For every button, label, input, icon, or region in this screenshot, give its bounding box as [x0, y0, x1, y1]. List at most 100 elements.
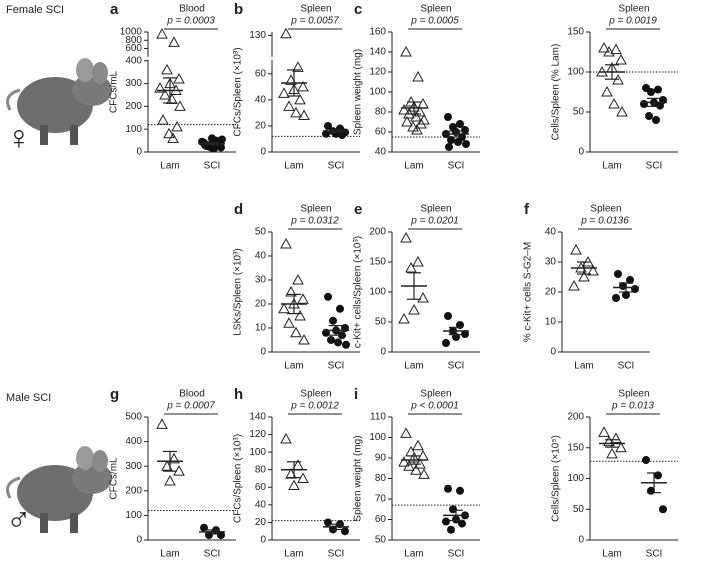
point: [408, 303, 420, 315]
y-axis-label: Cells/Spleen (% Lam): [551, 44, 562, 141]
sex-symbol: ♂: [6, 501, 32, 539]
point: [612, 294, 620, 302]
sem-bar: [605, 64, 619, 80]
point: [610, 43, 622, 55]
y-tick-label: 100: [125, 510, 142, 521]
chart-title: Spleen: [420, 4, 451, 15]
point: [207, 143, 215, 152]
point: [410, 110, 422, 122]
point: [173, 73, 185, 84]
chart-title: Spleen: [300, 204, 331, 215]
y-tick-label: 50: [573, 107, 585, 118]
panel-label: d: [234, 201, 243, 218]
point: [615, 53, 627, 65]
point: [294, 309, 306, 321]
sem-bar: [329, 129, 343, 134]
row-label: Female SCI: [6, 4, 64, 16]
point: [454, 138, 462, 146]
point: [163, 127, 175, 139]
point: [645, 112, 653, 120]
y-tick-label: 0: [578, 147, 584, 158]
sem-bar: [605, 439, 619, 448]
point: [642, 456, 650, 465]
sem-bar: [407, 272, 421, 300]
x-tick-label: Lam: [574, 361, 593, 372]
point: [341, 527, 349, 536]
point: [283, 100, 295, 111]
y-tick-label: 60: [255, 482, 267, 493]
y-tick-label: 30: [545, 257, 557, 268]
sem-bar: [163, 450, 177, 472]
mouse-icon: [6, 446, 112, 533]
y-tick-label: 50: [573, 504, 585, 515]
point: [411, 123, 423, 135]
point: [570, 243, 582, 255]
y-tick-label: 20: [255, 121, 267, 132]
sem-bar: [407, 101, 421, 115]
y-tick-label: 100: [369, 87, 386, 98]
y-axis-label: Spleen weight (mg): [353, 49, 364, 135]
sem-bar: [287, 69, 301, 97]
point: [608, 97, 620, 109]
x-tick-label: Lam: [284, 549, 303, 560]
y-tick-label: 40: [255, 251, 267, 262]
point: [447, 525, 455, 534]
chart-title: Spleen: [420, 204, 451, 215]
point: [283, 317, 295, 328]
y-tick-label: 0: [260, 147, 266, 158]
y-tick-label: 150: [567, 27, 584, 38]
p-value: p = 0.0012: [290, 401, 339, 412]
point: [412, 70, 424, 82]
point: [168, 452, 180, 464]
panel-label: e: [354, 201, 362, 218]
point: [280, 432, 292, 444]
y-tick-label: 10: [255, 323, 267, 334]
y-tick-label: 60: [255, 68, 267, 79]
panel-label: b: [234, 1, 243, 18]
y-tick-label: 150: [369, 257, 386, 268]
x-tick-label: Lam: [160, 549, 179, 560]
y-tick-label: 200: [125, 101, 142, 112]
point: [587, 264, 599, 276]
point: [447, 136, 455, 144]
y-tick-label: 90: [375, 453, 387, 464]
x-tick-label: SCI: [646, 161, 663, 172]
point: [444, 113, 452, 121]
point: [338, 131, 346, 140]
sem-bar: [205, 529, 219, 535]
p-value: p = 0.0201: [410, 216, 459, 227]
point: [288, 479, 300, 491]
y-axis-label: % c-Kit+ cells S-G2–M: [523, 242, 534, 342]
point: [164, 474, 176, 486]
y-tick-label: 40: [545, 227, 557, 238]
point: [292, 273, 304, 285]
x-tick-label: SCI: [204, 549, 221, 560]
y-tick-label: 100: [369, 432, 386, 443]
sem-bar: [647, 472, 661, 494]
x-tick-label: SCI: [204, 161, 221, 172]
point: [167, 132, 179, 143]
y-tick-label: 50: [255, 227, 267, 238]
point: [410, 464, 422, 475]
y-tick-label: 80: [375, 473, 387, 484]
y-tick-label: 120: [369, 67, 386, 78]
y-tick-label: 20: [545, 287, 557, 298]
panel-label: a: [110, 1, 119, 18]
point: [278, 302, 290, 314]
y-tick-label: 400: [125, 55, 142, 66]
sem-bar: [163, 77, 177, 104]
point: [442, 517, 450, 526]
point: [217, 531, 225, 540]
point: [329, 316, 337, 325]
point: [298, 333, 310, 345]
point: [601, 85, 613, 97]
x-tick-label: SCI: [448, 161, 465, 172]
x-tick-label: SCI: [328, 361, 345, 372]
point: [159, 88, 171, 100]
y-tick-label: 0: [136, 535, 142, 546]
point: [449, 505, 457, 514]
sem-bar: [205, 142, 219, 146]
point: [418, 468, 430, 479]
sem-bar: [287, 461, 301, 479]
